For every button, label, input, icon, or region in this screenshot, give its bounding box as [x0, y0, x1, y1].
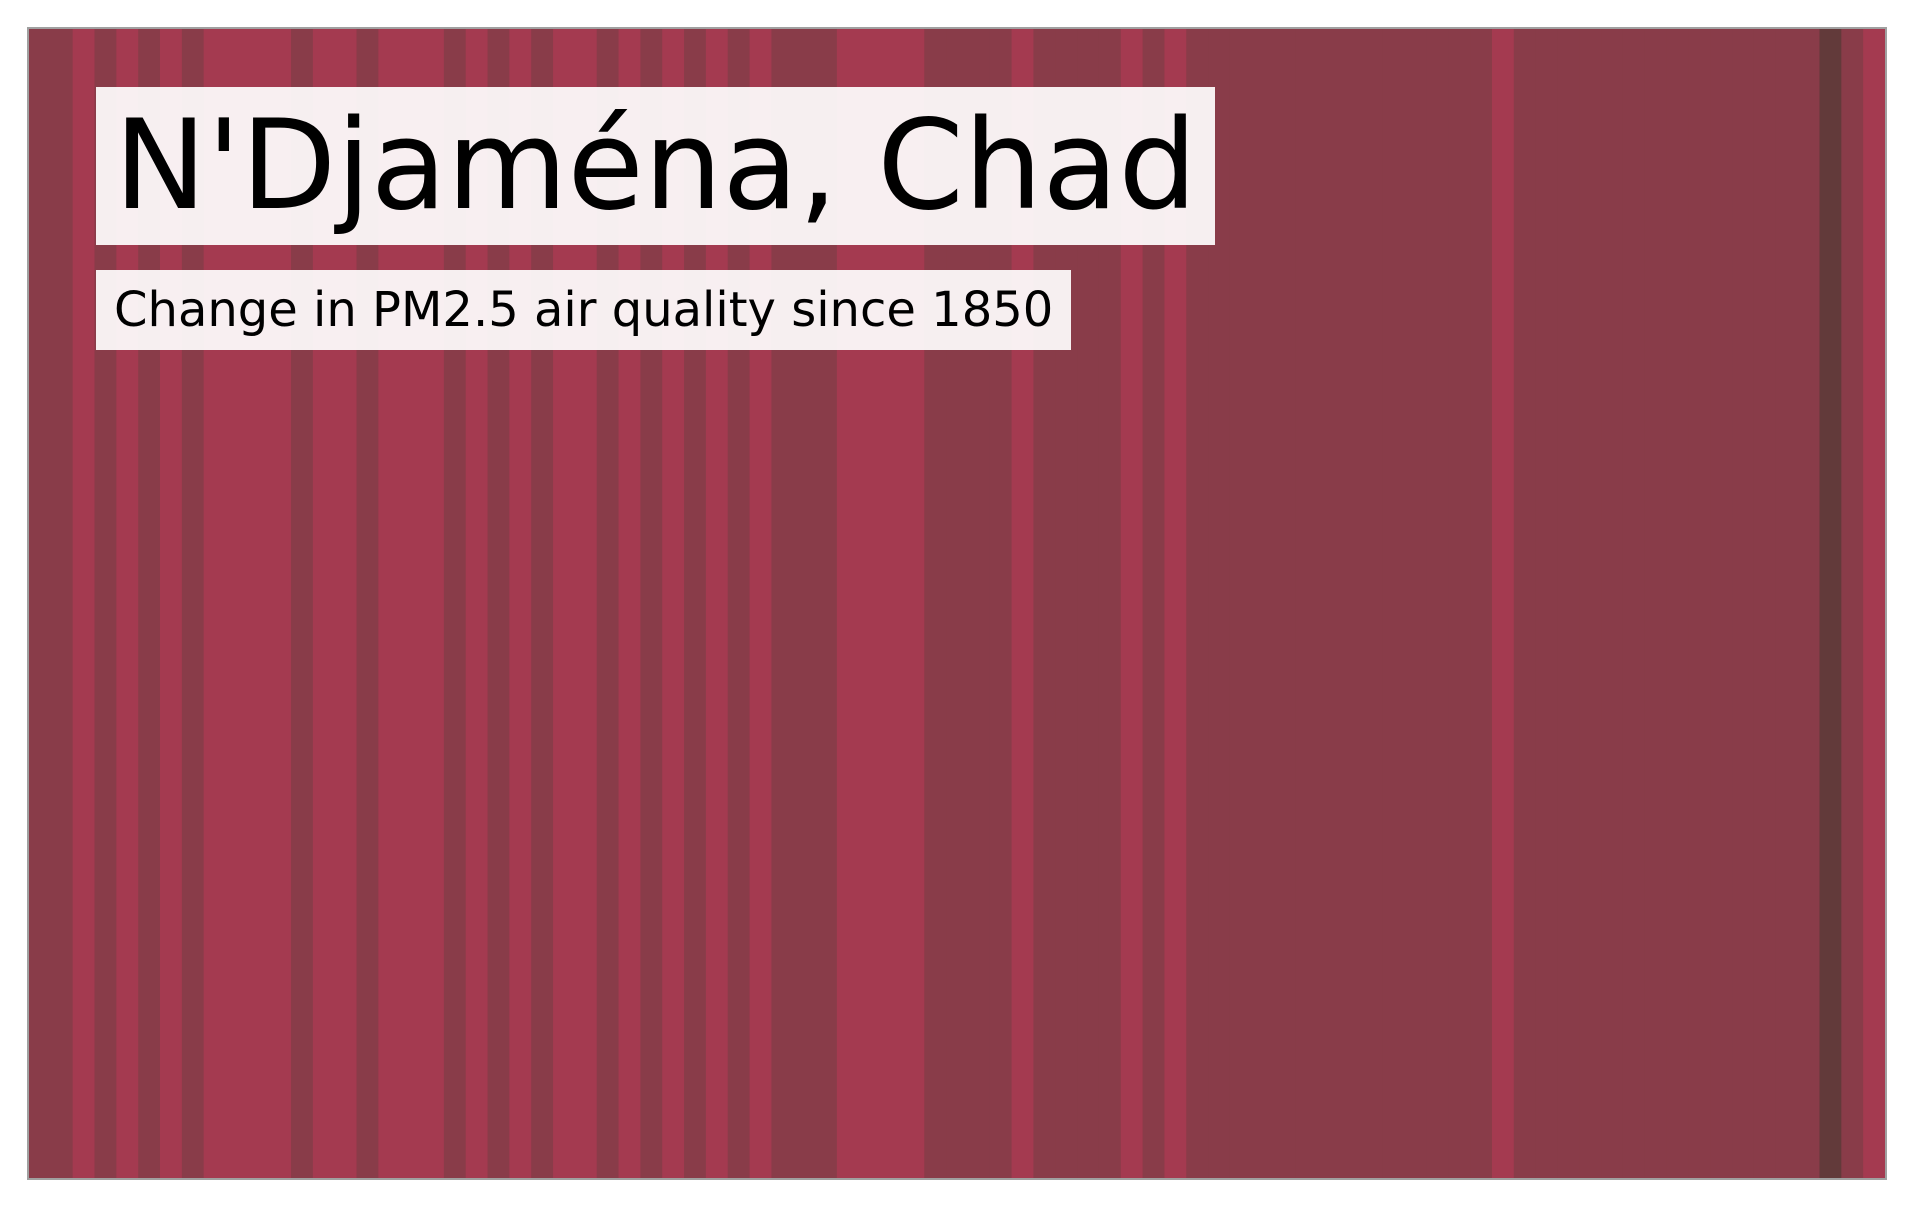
- stripe-61: [1360, 29, 1384, 1178]
- stripe-67: [1491, 29, 1515, 1178]
- stripe-69: [1535, 29, 1559, 1178]
- stripe-81: [1797, 29, 1821, 1178]
- stripe-55: [1229, 29, 1253, 1178]
- stripe-63: [1404, 29, 1428, 1178]
- stripe-1: [50, 29, 74, 1178]
- stripe-75: [1666, 29, 1690, 1178]
- stripe-80: [1775, 29, 1799, 1178]
- stripe-73: [1622, 29, 1646, 1178]
- subtitle-box: Change in PM2.5 air quality since 1850: [96, 270, 1072, 350]
- chart-frame: N'Djaména, Chad Change in PM2.5 air qual…: [27, 27, 1887, 1180]
- stripe-51: [1142, 29, 1166, 1178]
- stripe-59: [1317, 29, 1340, 1178]
- stripe-49: [1098, 29, 1122, 1178]
- stripe-60: [1339, 29, 1362, 1178]
- chart-subtitle: Change in PM2.5 air quality since 1850: [114, 282, 1054, 338]
- stripe-54: [1208, 29, 1231, 1178]
- stripe-76: [1688, 29, 1711, 1178]
- stripe-2: [72, 29, 96, 1178]
- chart-title: N'Djaména, Chad: [114, 94, 1198, 238]
- stripe-57: [1273, 29, 1297, 1178]
- title-box: N'Djaména, Chad: [96, 87, 1216, 245]
- stripe-52: [1164, 29, 1187, 1178]
- stripe-53: [1186, 29, 1209, 1178]
- stripe-83: [1841, 29, 1864, 1178]
- stripe-79: [1753, 29, 1777, 1178]
- stripe-74: [1644, 29, 1668, 1178]
- stripe-0: [29, 29, 52, 1178]
- stripe-58: [1295, 29, 1318, 1178]
- stripe-72: [1601, 29, 1624, 1178]
- stripe-66: [1470, 29, 1493, 1178]
- stripe-71: [1579, 29, 1602, 1178]
- stripe-56: [1251, 29, 1275, 1178]
- stripe-65: [1448, 29, 1471, 1178]
- stripe-64: [1426, 29, 1449, 1178]
- stripe-77: [1710, 29, 1733, 1178]
- stripe-50: [1120, 29, 1144, 1178]
- stripe-78: [1732, 29, 1755, 1178]
- stripe-48: [1077, 29, 1100, 1178]
- stripe-70: [1557, 29, 1580, 1178]
- stripe-84: [1863, 29, 1885, 1178]
- stripe-62: [1382, 29, 1406, 1178]
- stripe-68: [1513, 29, 1537, 1178]
- stripe-82: [1819, 29, 1842, 1178]
